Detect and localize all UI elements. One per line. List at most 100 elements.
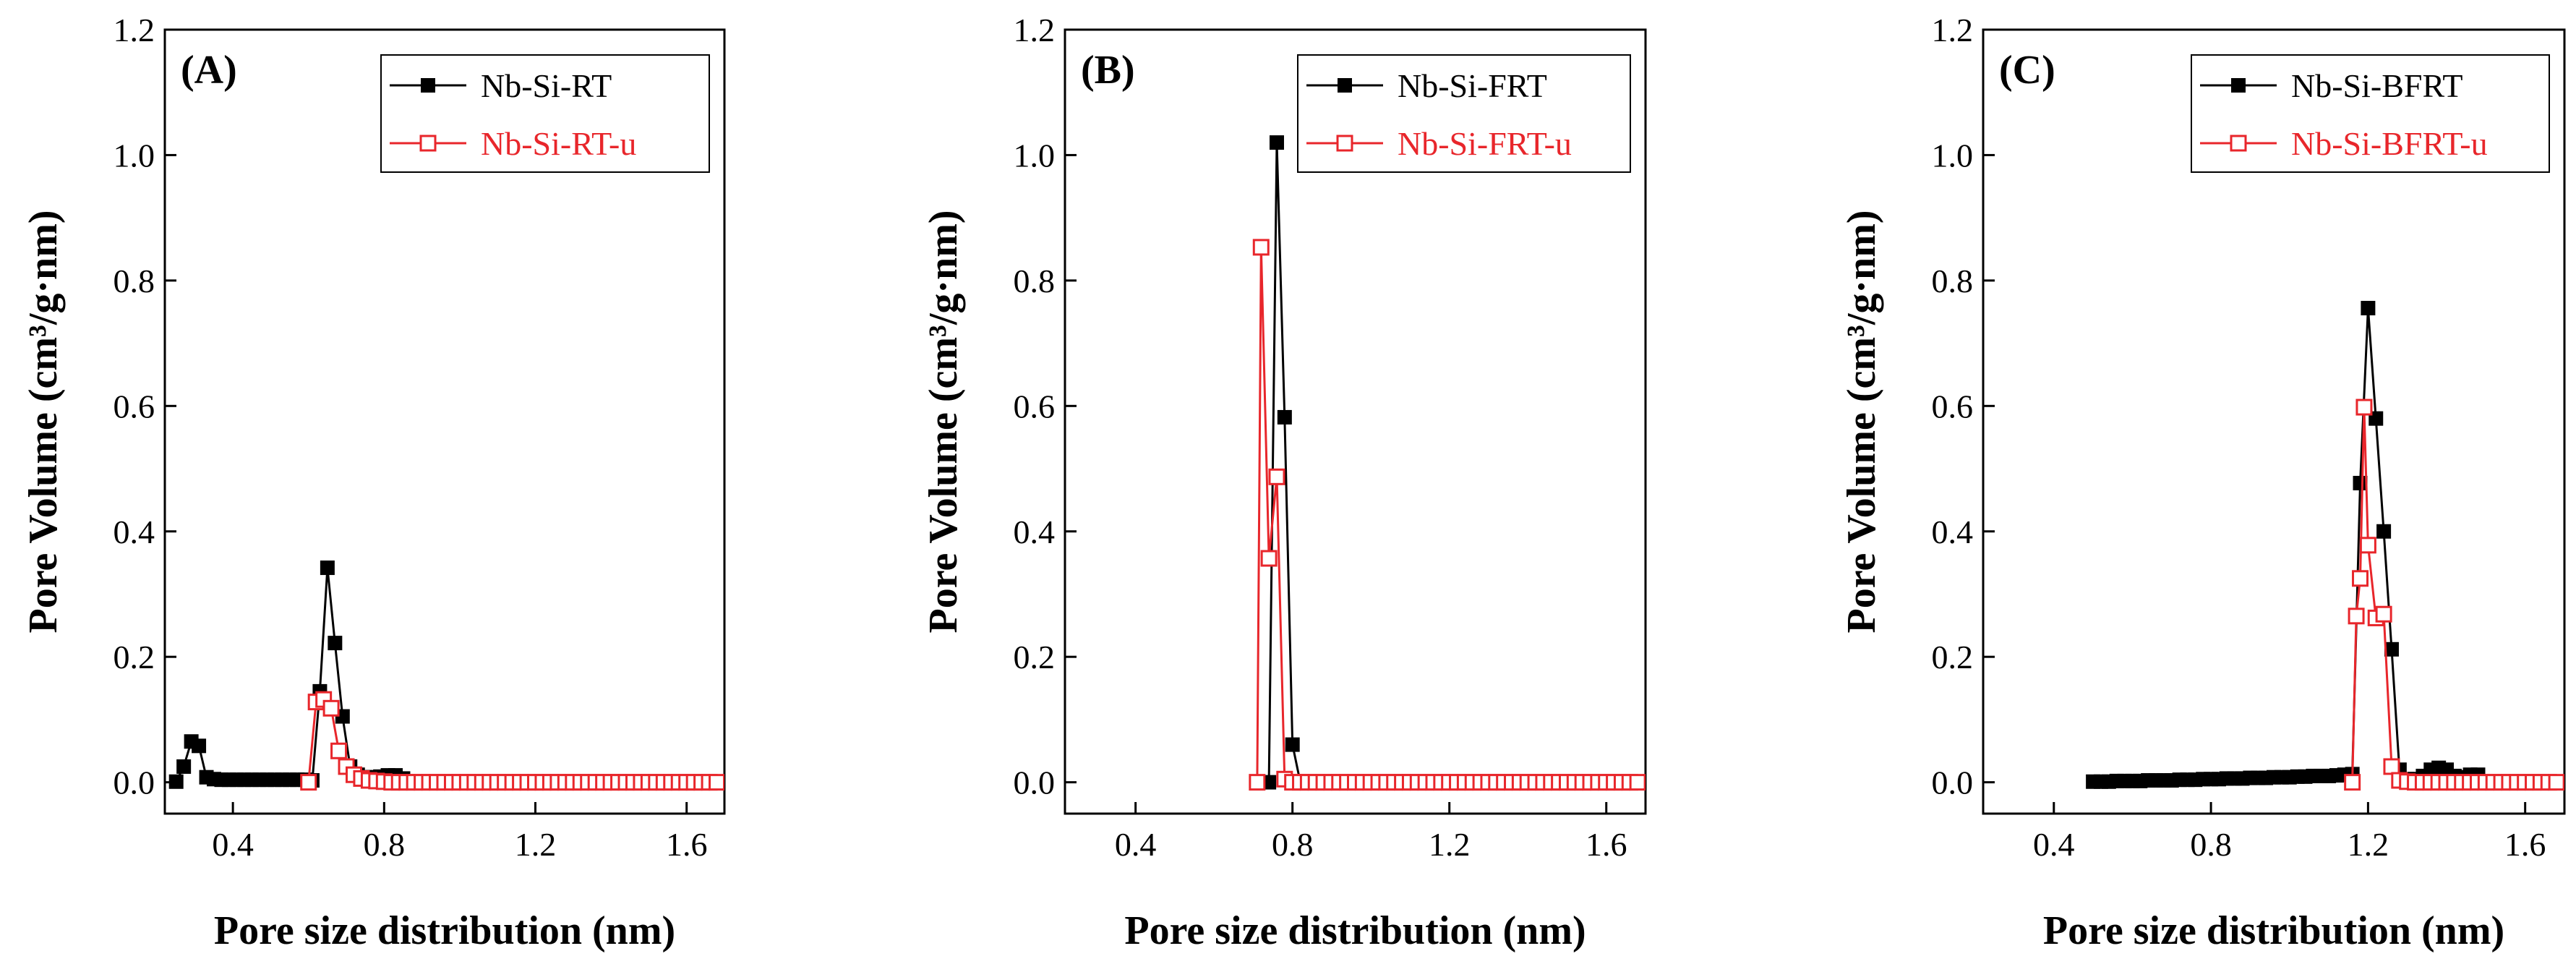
data-point	[1260, 550, 1278, 567]
legend-marker	[421, 78, 435, 93]
data-point	[1249, 774, 1266, 791]
data-point	[1285, 737, 1300, 752]
data-point	[2344, 774, 2361, 791]
x-tick-label: 1.6	[1586, 826, 1627, 863]
legend-box	[2191, 54, 2550, 173]
x-tick-label: 1.2	[515, 826, 557, 863]
y-tick-label: 0.0	[1014, 764, 1056, 801]
y-axis-title: Pore Volume (cm³/g·nm)	[1839, 210, 1884, 633]
series-line	[1267, 142, 1301, 783]
y-tick-label: 0.6	[114, 388, 155, 425]
y-axis-title: Pore Volume (cm³/g·nm)	[921, 210, 966, 633]
series-1	[1262, 135, 1308, 790]
data-point	[2376, 524, 2392, 539]
y-tick-label: 0.8	[1932, 263, 1974, 299]
x-tick-label: 0.8	[1272, 826, 1314, 863]
y-tick-label: 0.8	[114, 263, 155, 299]
data-point	[192, 738, 207, 754]
x-tick-label: 0.8	[364, 826, 406, 863]
data-point	[320, 560, 335, 576]
legend-marker	[1338, 78, 1352, 93]
data-point	[176, 759, 192, 774]
data-point	[328, 636, 343, 651]
chart-panel-1: 0.4 0.8 1.2 1.6 0.0 0.2 0.4 0.6 0.8 1.0 1.2 Pore si…	[21, 12, 726, 953]
legend-label: Nb-Si-BFRT-u	[2291, 125, 2488, 162]
plot-area	[2086, 301, 2564, 791]
y-tick-label: 1.2	[1932, 12, 1974, 48]
legend-marker	[2230, 135, 2247, 152]
y-tick-label: 0.4	[1932, 513, 1974, 550]
x-tick-label: 1.2	[2348, 826, 2389, 863]
series-line	[307, 698, 717, 784]
chart-panel-2: 0.4 0.8 1.2 1.6 0.0 0.2 0.4 0.6 0.8 1.0 1.2 Pore si…	[921, 12, 1647, 953]
legend: Nb-Si-FRT Nb-Si-FRT-u	[1297, 54, 1631, 173]
x-axis-title: Pore size distribution (nm)	[2043, 908, 2504, 953]
y-tick-label: 1.0	[1932, 137, 1974, 174]
data-point	[2359, 537, 2376, 554]
plot-frame	[1982, 28, 2566, 815]
series-line	[1256, 247, 1638, 784]
series-line	[2093, 307, 2478, 783]
data-point	[2384, 641, 2399, 657]
legend-box	[380, 54, 710, 173]
data-point	[1268, 468, 1285, 485]
y-tick-label: 0.2	[1932, 639, 1974, 675]
y-tick-label: 0.2	[1014, 639, 1056, 675]
y-tick-label: 0.6	[1014, 388, 1056, 425]
series-2	[2344, 398, 2564, 791]
x-tick-label: 0.8	[2190, 826, 2232, 863]
data-point	[2353, 475, 2368, 490]
x-tick-label: 1.6	[666, 826, 708, 863]
x-tick-label: 1.6	[2504, 826, 2546, 863]
series-1	[168, 560, 411, 789]
data-point	[2352, 570, 2369, 587]
legend-box	[1297, 54, 1631, 173]
x-tick-label: 0.4	[1115, 826, 1157, 863]
data-point	[2355, 398, 2373, 416]
y-axis-title: Pore Volume (cm³/g·nm)	[21, 210, 66, 633]
y-tick-label: 1.0	[1014, 137, 1056, 174]
series-line	[175, 567, 404, 783]
plot-frame	[163, 28, 726, 815]
y-tick-label: 0.4	[114, 513, 155, 550]
x-axis-title: Pore size distribution (nm)	[214, 908, 675, 953]
legend: Nb-Si-RT Nb-Si-RT-u	[380, 54, 710, 173]
data-point	[2348, 608, 2365, 625]
data-point	[2375, 605, 2392, 623]
data-point	[322, 699, 340, 717]
data-point	[1252, 239, 1270, 256]
data-point	[330, 742, 348, 759]
data-point	[2361, 301, 2376, 316]
x-axis-title: Pore size distribution (nm)	[1124, 908, 1586, 953]
panel-label: (B)	[1081, 48, 1135, 93]
data-point	[709, 774, 724, 791]
legend-label: Nb-Si-FRT	[1398, 67, 1547, 104]
data-point	[2383, 758, 2400, 775]
data-point	[168, 774, 184, 789]
y-tick-label: 1.0	[114, 137, 155, 174]
data-point	[1269, 135, 1284, 150]
y-tick-label: 1.2	[114, 12, 155, 48]
data-point	[2548, 774, 2564, 791]
chart-panel-3: 0.4 0.8 1.2 1.6 0.0 0.2 0.4 0.6 0.8 1.0 1.2 Pore si…	[1839, 12, 2566, 953]
plot-area	[168, 560, 724, 791]
plot-frame	[1064, 28, 1647, 815]
series-line	[2351, 407, 2557, 784]
series-2	[300, 691, 724, 791]
panel-label: (C)	[1999, 48, 2055, 93]
plot-area	[1249, 135, 1646, 791]
legend-label: Nb-Si-RT-u	[481, 125, 636, 162]
data-point	[1277, 409, 1292, 425]
data-point	[1629, 774, 1646, 791]
y-tick-label: 0.0	[1932, 764, 1974, 801]
y-tick-label: 0.8	[1014, 263, 1056, 299]
panel-label: (A)	[181, 48, 237, 93]
legend-label: Nb-Si-BFRT	[2291, 67, 2463, 104]
legend-marker	[2231, 78, 2246, 93]
x-tick-label: 0.4	[212, 826, 254, 863]
data-point	[300, 774, 317, 791]
x-tick-label: 1.2	[1429, 826, 1471, 863]
y-tick-label: 0.4	[1014, 513, 1056, 550]
legend-marker	[1336, 135, 1353, 152]
